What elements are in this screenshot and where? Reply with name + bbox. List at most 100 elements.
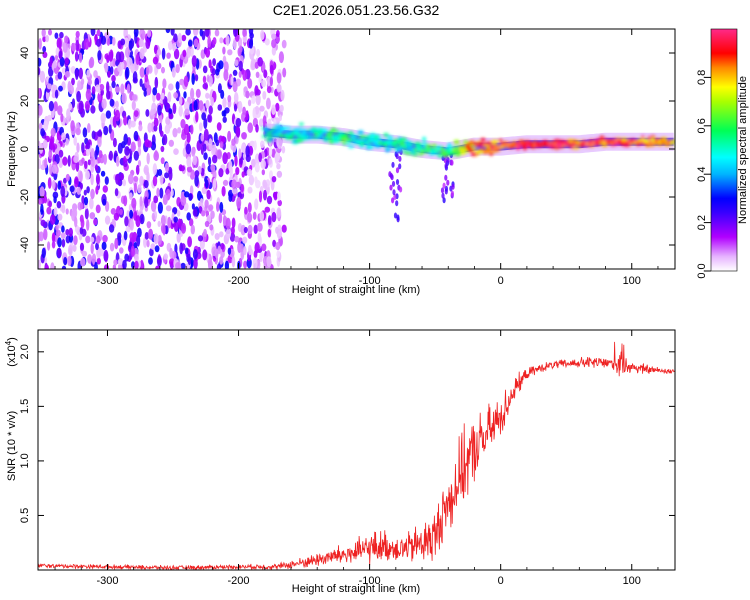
noise-speckle: [186, 212, 191, 221]
noise-speckle: [115, 173, 121, 185]
noise-speckle: [152, 87, 158, 96]
noise-speckle: [159, 173, 164, 186]
noise-speckle: [176, 210, 181, 217]
noise-speckle: [117, 258, 124, 266]
noise-speckle: [81, 250, 88, 257]
noise-speckle: [168, 40, 173, 51]
ridge-blob: [375, 138, 383, 142]
noise-speckle: [157, 104, 162, 116]
noise-speckle: [136, 234, 141, 247]
noise-speckle: [144, 73, 149, 83]
noise-speckle: [266, 195, 273, 205]
noise-speckle: [84, 170, 90, 181]
noise-speckle: [231, 217, 236, 229]
ridge-blob: [286, 126, 292, 130]
noise-speckle: [44, 264, 49, 269]
noise-speckle: [202, 82, 208, 90]
noise-speckle: [43, 195, 48, 204]
colorbar-label: Normalized spectral amplitude: [737, 76, 749, 224]
noise-speckle: [133, 176, 139, 182]
noise-speckle: [164, 172, 170, 179]
noise-speckle: [174, 243, 178, 254]
snr-y-scale-label: (x104): [4, 337, 18, 367]
noise-speckle: [210, 210, 215, 219]
noise-speckle: [60, 232, 66, 240]
noise-speckle: [254, 242, 260, 254]
noise-speckle: [110, 66, 114, 75]
noise-speckle: [208, 156, 212, 166]
noise-speckle: [44, 157, 48, 169]
ridge-blob: [318, 133, 323, 137]
noise-speckle: [188, 39, 193, 47]
artifact-speckle: [451, 183, 455, 190]
noise-speckle: [222, 46, 226, 55]
noise-speckle: [106, 36, 111, 46]
noise-speckle: [94, 164, 99, 172]
noise-speckle: [187, 256, 192, 266]
ridge-blob: [621, 137, 628, 142]
noise-speckle: [74, 51, 79, 62]
noise-speckle: [185, 143, 192, 155]
noise-speckle: [276, 170, 283, 178]
noise-speckle: [249, 140, 255, 147]
noise-speckle: [195, 88, 201, 98]
noise-speckle: [197, 235, 204, 242]
noise-speckle: [235, 167, 240, 175]
ridge-blob: [571, 146, 580, 150]
noise-speckle: [268, 146, 273, 157]
noise-speckle: [153, 233, 159, 245]
noise-speckle: [159, 187, 164, 199]
noise-speckle: [205, 99, 210, 109]
noise-speckle: [213, 132, 218, 144]
noise-speckle: [177, 32, 182, 44]
noise-speckle: [152, 163, 158, 176]
noise-speckle: [184, 108, 190, 116]
ridge-blob: [416, 144, 421, 148]
noise-speckle: [194, 74, 199, 82]
noise-speckle: [163, 253, 169, 260]
noise-speckle: [43, 228, 48, 241]
noise-speckle: [154, 76, 159, 89]
noise-speckle: [241, 171, 245, 178]
colorbar: 0.0 0.2 0.4 0.6 0.8 Normalized spectral ampl…: [696, 28, 749, 279]
noise-speckle: [133, 130, 139, 142]
noise-speckle: [153, 117, 159, 127]
x-tick-label: 100: [623, 575, 641, 587]
artifact-speckle: [395, 153, 399, 160]
noise-speckle: [38, 259, 41, 269]
noise-speckle: [258, 152, 263, 163]
x-tick-label: -300: [96, 275, 118, 287]
ridge-blob: [342, 142, 347, 145]
artifact-speckle: [395, 200, 399, 207]
noise-speckle: [139, 196, 143, 207]
noise-speckle: [276, 30, 280, 37]
noise-speckle: [255, 124, 259, 133]
noise-speckle: [162, 224, 166, 236]
noise-speckle: [165, 116, 171, 126]
noise-speckle: [47, 177, 52, 189]
noise-speckle: [180, 222, 187, 234]
y-tick-label: 0.5: [19, 508, 31, 523]
noise-speckle: [129, 232, 135, 241]
noise-speckle: [220, 242, 225, 250]
noise-speckle: [148, 228, 154, 240]
noise-speckle: [70, 120, 75, 132]
noise-speckle: [137, 160, 142, 167]
noise-speckle: [266, 97, 271, 110]
noise-speckle: [81, 157, 85, 164]
noise-speckle: [75, 160, 80, 172]
ridge-blobs: [260, 122, 675, 158]
noise-speckle: [276, 207, 282, 218]
noise-speckle: [167, 91, 172, 103]
noise-speckle: [252, 211, 257, 220]
noise-speckle: [38, 57, 42, 67]
noise-speckle: [112, 137, 117, 148]
noise-speckle: [263, 69, 268, 79]
artifact-speckle: [440, 187, 445, 194]
noise-speckle: [114, 237, 119, 250]
noise-speckle: [61, 132, 66, 140]
noise-speckle: [57, 237, 62, 248]
noise-speckle: [200, 133, 205, 142]
noise-speckle: [193, 258, 198, 269]
